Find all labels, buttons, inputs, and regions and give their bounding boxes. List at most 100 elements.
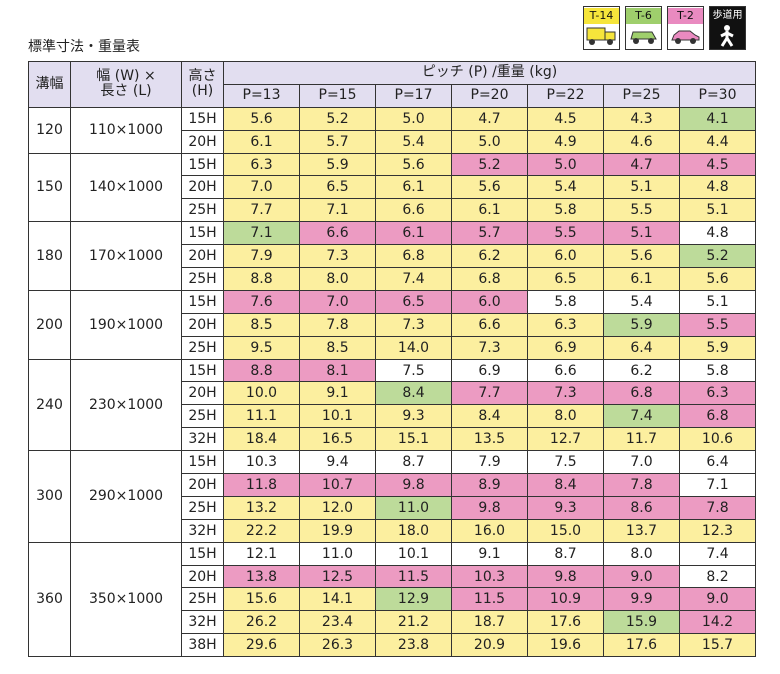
height-cell: 25H [181,335,224,360]
header-pitch: P=20 [451,83,528,108]
weight-cell: 7.1 [223,221,300,246]
weight-cell: 8.0 [299,267,376,291]
weight-cell: 6.0 [527,244,604,269]
table-row: 25H 13.2 12.0 11.0 9.8 9.3 8.6 7.8 [29,495,756,520]
header-size: 幅 (W) × 長さ (L) [70,61,182,108]
weight-cell: 8.8 [223,267,300,291]
table-row: 25H 8.8 8.0 7.4 6.8 6.5 6.1 5.6 [29,267,756,291]
weight-cell: 6.1 [223,129,300,154]
weight-cell: 23.8 [375,633,452,658]
weight-cell: 11.0 [299,541,376,566]
weight-cell: 16.5 [299,427,376,452]
size-cell: 290×1000 [70,450,182,543]
weight-cell: 7.0 [603,450,680,475]
table-row: 32H 18.4 16.5 15.1 13.5 12.7 11.7 10.6 [29,427,756,452]
weight-cell: 9.0 [679,587,756,612]
weight-cell: 11.0 [375,495,452,520]
header-pitch: P=15 [299,83,376,108]
table-row: 25H 7.7 7.1 6.6 6.1 5.8 5.5 5.1 [29,198,756,223]
weight-cell: 16.0 [451,518,528,543]
weight-cell: 7.7 [223,198,300,223]
groove-width-cell: 240 [28,358,71,452]
weight-cell: 15.7 [679,633,756,658]
weight-cell: 6.3 [679,381,756,406]
table-row: 20H 13.8 12.5 11.5 10.3 9.8 9.0 8.2 [29,564,756,589]
header-size-line1: 幅 (W) × [96,68,156,85]
weight-cell: 5.4 [375,129,452,154]
weight-cell: 6.4 [603,335,680,360]
weight-cell: 21.2 [375,610,452,635]
weight-cell: 10.7 [299,473,376,497]
weight-cell: 10.9 [527,587,604,612]
header-pitch: P=25 [603,83,680,108]
weight-cell: 8.5 [223,312,300,337]
weight-cell: 8.5 [299,335,376,360]
table-row: 180 170×1000 15H 7.1 6.6 6.1 5.7 5.5 5.1 4.8 [28,221,756,291]
table-row: 38H 29.6 26.3 23.8 20.9 19.6 17.6 15.7 [29,633,756,658]
weight-cell: 4.9 [527,129,604,154]
weight-cell: 7.1 [679,473,756,497]
table-row: 20H 7.0 6.5 6.1 5.6 5.4 5.1 4.8 [29,175,756,200]
weight-cell: 9.9 [603,587,680,612]
weight-cell: 5.6 [223,106,300,131]
weight-cell: 14.0 [375,335,452,360]
height-cell: 32H [181,610,224,635]
weight-cell: 6.9 [451,358,528,383]
weight-cell: 4.4 [679,129,756,154]
height-cell: 20H [181,564,224,589]
weight-cell: 26.3 [299,633,376,658]
legend-t14: T-14 [583,6,620,50]
weight-cell: 7.9 [223,244,300,269]
height-cell: 15H [181,106,224,131]
weight-cell: 8.1 [299,358,376,383]
table-row: 150 140×1000 15H 6.3 5.9 5.6 5.2 5.0 4.7 4.5 [28,152,756,223]
height-cell: 20H [181,312,224,337]
weight-cell: 10.3 [223,450,300,475]
weight-cell: 7.4 [679,541,756,566]
weight-cell: 6.2 [451,244,528,269]
legend-t2: T-2 [667,6,704,50]
weight-cell: 8.6 [603,495,680,520]
legend-label: T-14 [584,8,619,24]
table-row: 25H 15.6 14.1 12.9 11.5 10.9 9.9 9.0 [29,587,756,612]
size-cell: 140×1000 [70,152,182,223]
height-cell: 20H [181,381,224,406]
weight-cell: 9.5 [223,335,300,360]
weight-cell: 14.1 [299,587,376,612]
weight-cell: 6.9 [527,335,604,360]
weight-cell: 7.1 [299,198,376,223]
weight-cell: 8.7 [375,450,452,475]
weight-cell: 7.4 [375,267,452,291]
weight-cell: 26.2 [223,610,300,635]
weight-cell: 5.9 [603,312,680,337]
weight-cell: 4.1 [679,106,756,131]
height-cell: 32H [181,518,224,543]
weight-cell: 5.6 [603,244,680,269]
weight-cell: 17.6 [527,610,604,635]
weight-cell: 6.0 [451,289,528,314]
weight-cell: 5.6 [679,267,756,291]
weight-cell: 6.6 [527,358,604,383]
header-pitch: P=13 [223,83,300,108]
weight-cell: 5.1 [603,175,680,200]
header-size-line2: 長さ (L) [100,83,152,100]
weight-cell: 6.5 [299,175,376,200]
weight-cell: 12.0 [299,495,376,520]
header-height-line2: (H) [191,83,214,100]
header-pitch: P=22 [527,83,604,108]
size-cell: 110×1000 [70,106,182,154]
weight-cell: 11.7 [603,427,680,452]
weight-cell: 9.3 [527,495,604,520]
weight-cell: 15.1 [375,427,452,452]
height-cell: 15H [181,289,224,314]
weight-cell: 12.3 [679,518,756,543]
weight-cell: 5.0 [375,106,452,131]
weight-cell: 23.4 [299,610,376,635]
table-row: 32H 22.2 19.9 18.0 16.0 15.0 13.7 12.3 [29,518,756,543]
weight-cell: 11.5 [375,564,452,589]
height-cell: 25H [181,267,224,291]
weight-cell: 6.6 [451,312,528,337]
weight-cell: 10.1 [375,541,452,566]
weight-cell: 12.9 [375,587,452,612]
car-icon [671,30,700,44]
